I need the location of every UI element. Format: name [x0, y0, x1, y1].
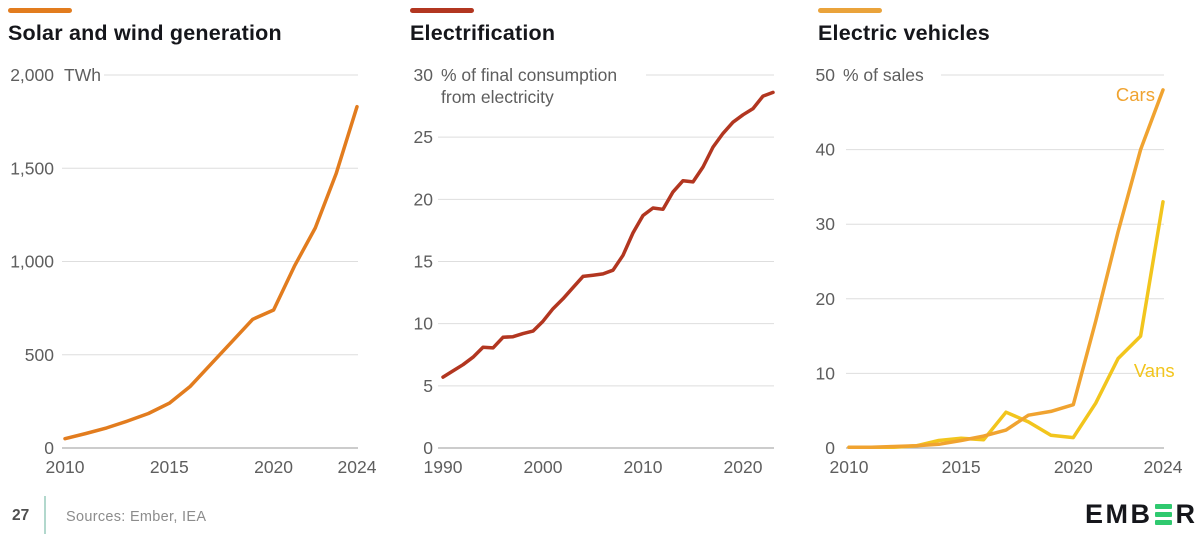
- y-axis-unit-label: from electricity: [441, 87, 554, 107]
- line-chart-electric-vehicles: 0 10 20 30 40 50 % of sales 2010 2015 2020 2024 Van…: [816, 65, 1183, 477]
- x-tick-label: 2000: [524, 457, 563, 477]
- y-axis-unit-label: TWh: [64, 65, 101, 85]
- line-chart-solar-wind: 0 500 1,000 1,500 2,000 TWh 2010 2015 2020 2024: [10, 65, 377, 477]
- chart-title: Electric vehicles: [818, 21, 990, 45]
- x-tick-label: 2010: [624, 457, 663, 477]
- y-tick-label: 20: [414, 189, 434, 209]
- x-tick-label: 2020: [1054, 457, 1093, 477]
- y-tick-label: 20: [816, 289, 836, 309]
- chart-section-electrification: Electrification 0 5 10 15 20 25 30 % of final c…: [408, 0, 793, 542]
- x-tick-label: 2010: [830, 457, 869, 477]
- y-tick-label: 50: [816, 65, 836, 85]
- series-label-vans: Vans: [1134, 360, 1175, 381]
- y-tick-label: 0: [825, 438, 835, 458]
- y-tick-label: 5: [423, 376, 433, 396]
- y-tick-label: 15: [414, 252, 433, 272]
- y-tick-label: 30: [414, 65, 434, 85]
- y-tick-label: 2,000: [10, 65, 54, 85]
- chart-title: Solar and wind generation: [8, 21, 282, 45]
- y-tick-label: 0: [423, 438, 433, 458]
- chart-title: Electrification: [410, 21, 556, 45]
- y-tick-label: 1,500: [10, 158, 54, 178]
- accent-bar: [818, 8, 882, 13]
- footer-divider: [44, 496, 46, 534]
- accent-bar: [8, 8, 72, 13]
- y-tick-label: 30: [816, 214, 836, 234]
- y-axis-unit-label: % of final consumption: [441, 65, 617, 85]
- x-tick-label: 1990: [424, 457, 463, 477]
- x-tick-label: 2024: [338, 457, 377, 477]
- series-label-cars: Cars: [1116, 84, 1155, 105]
- y-tick-label: 40: [816, 140, 836, 160]
- x-tick-label: 2015: [942, 457, 981, 477]
- logo-text-right: R: [1175, 499, 1198, 529]
- accent-bar: [410, 8, 474, 13]
- y-tick-label: 25: [414, 127, 433, 147]
- y-tick-label: 10: [414, 314, 434, 334]
- x-tick-label: 2010: [46, 457, 85, 477]
- y-tick-label: 500: [25, 345, 54, 365]
- y-tick-label: 10: [816, 363, 836, 383]
- logo-e-bars-icon: [1154, 504, 1172, 525]
- page-number: 27: [12, 507, 30, 524]
- y-tick-label: 0: [44, 438, 54, 458]
- chart-section-solar-wind: Solar and wind generation 0 500 1,000 1,500…: [8, 0, 393, 542]
- x-tick-label: 2020: [254, 457, 293, 477]
- page-footer: 27 Sources: Ember, IEA EMB R: [0, 488, 1200, 542]
- ember-logo: EMB R: [1085, 499, 1198, 530]
- series-line-cars: [847, 88, 1165, 450]
- y-tick-label: 1,000: [10, 252, 54, 272]
- sources-note: Sources: Ember, IEA: [66, 509, 207, 525]
- chart-section-electric-vehicles: Electric vehicles 0 10 20 30 40 50 % of sales 2…: [813, 0, 1198, 542]
- y-axis-unit-label: % of sales: [843, 65, 924, 85]
- series-line-electrification: [441, 90, 775, 379]
- x-tick-label: 2024: [1144, 457, 1183, 477]
- x-tick-label: 2020: [724, 457, 763, 477]
- x-tick-label: 2015: [150, 457, 189, 477]
- series-line-solar-and-wind: [63, 104, 359, 441]
- logo-text-left: EMB: [1085, 499, 1153, 529]
